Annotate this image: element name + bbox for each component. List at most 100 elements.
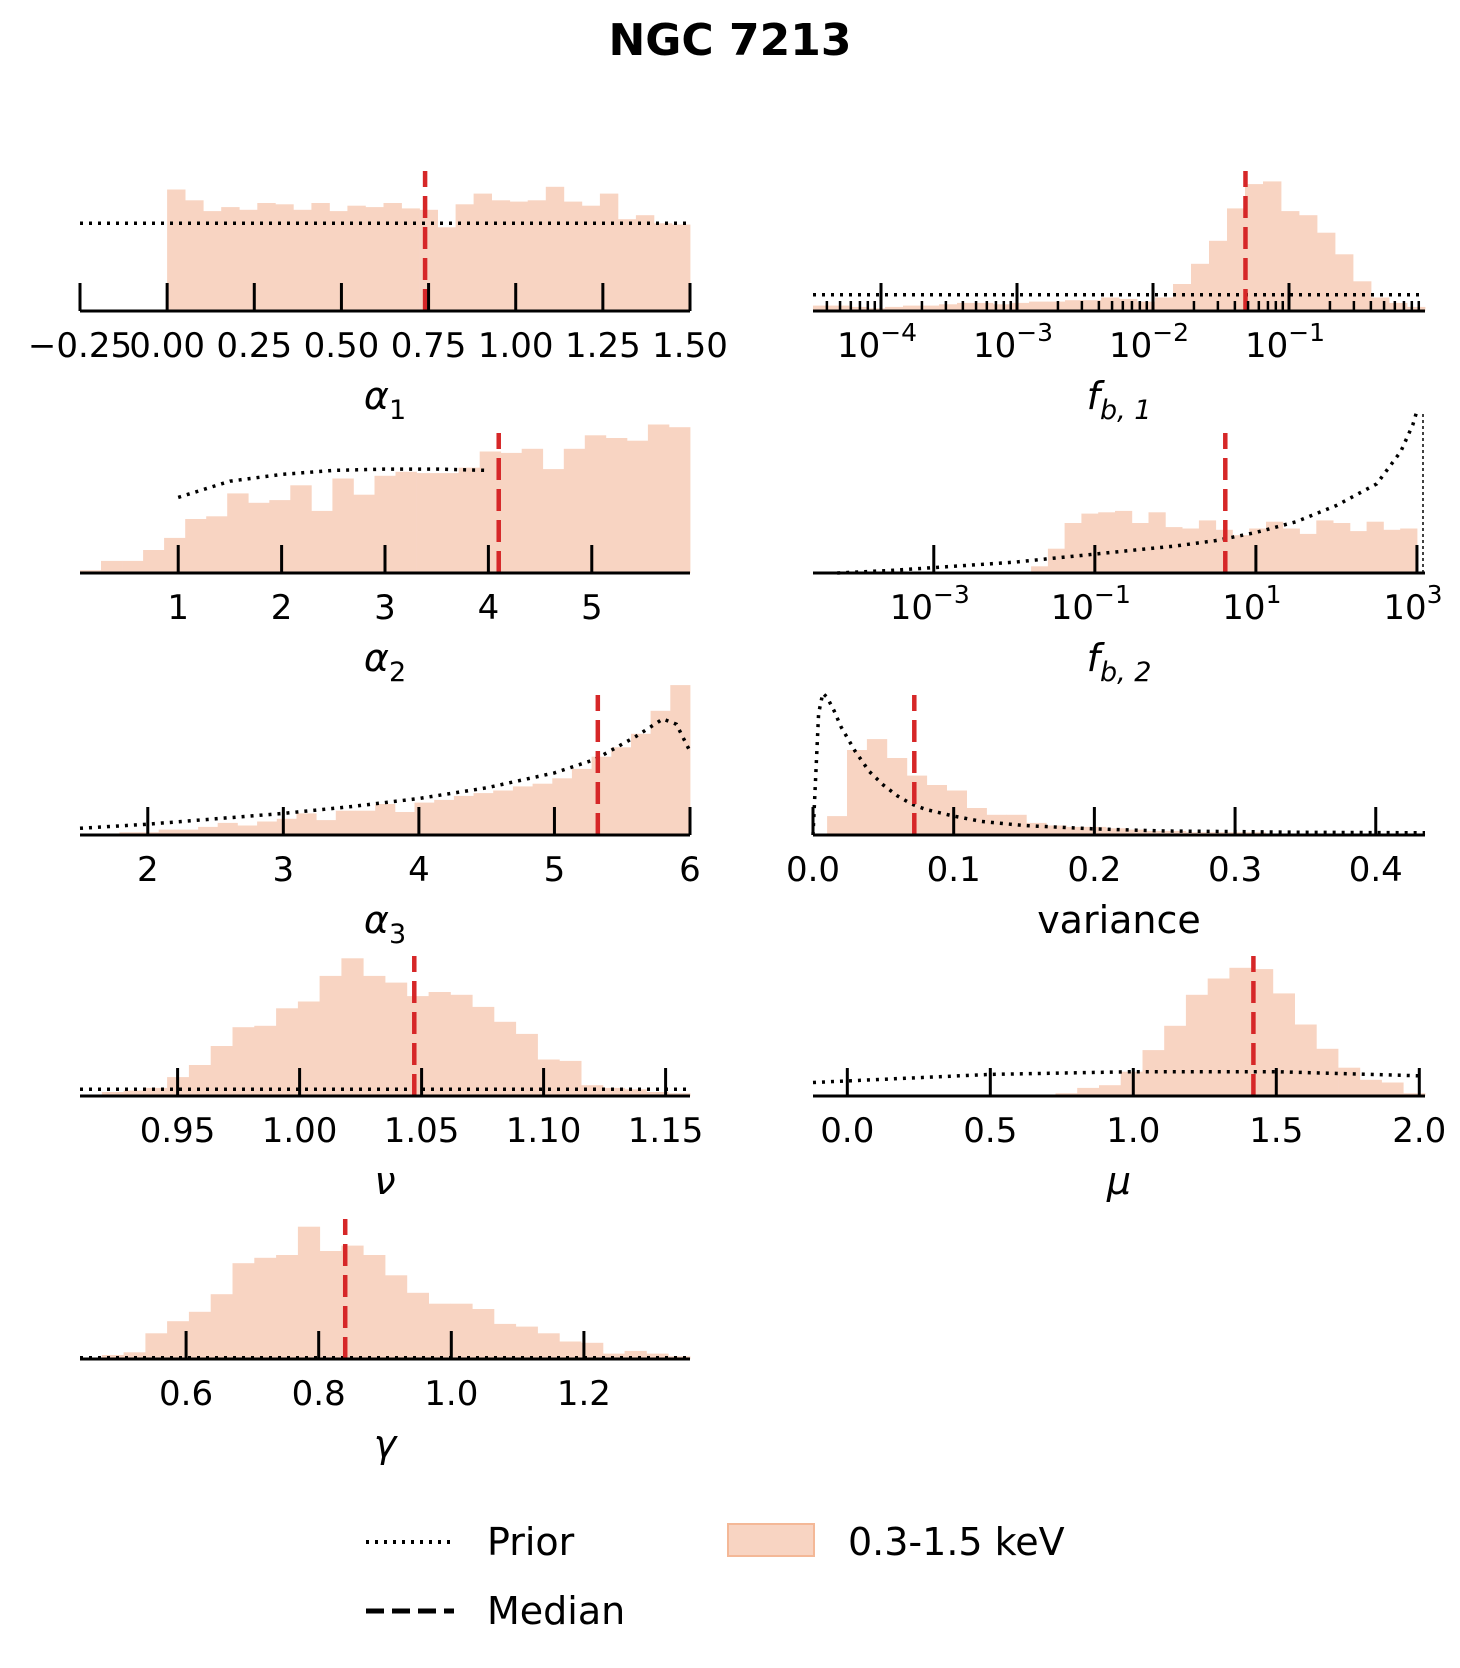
histogram-bar	[332, 478, 354, 573]
histogram-bar	[1232, 535, 1250, 573]
tick-label: 2	[137, 850, 159, 890]
tick-label: 1.5	[1249, 1111, 1303, 1151]
panel-nu: 0.95 1.00 1.05 1.10 1.15 ν	[80, 956, 703, 1203]
histogram-bar	[1106, 828, 1127, 836]
tick-label: 0.0	[786, 850, 840, 890]
histogram-bar	[232, 1263, 255, 1359]
histogram-bar	[1142, 1050, 1165, 1096]
tick-label: 1.50	[652, 326, 728, 366]
tick-label: 10−3	[890, 580, 970, 628]
tick-label: 0.25	[216, 326, 292, 366]
tick-label: 10−1	[1051, 580, 1131, 628]
histogram-bar	[527, 200, 547, 311]
histogram-bar	[450, 1303, 473, 1359]
histogram-bar	[1245, 184, 1264, 311]
histogram-bar	[221, 207, 240, 312]
histogram-bar	[198, 826, 219, 835]
histogram-bar	[966, 808, 987, 835]
histogram-bar	[210, 1294, 233, 1359]
histogram-bar	[1047, 548, 1066, 573]
histogram-bar	[1229, 967, 1252, 1097]
histogram-bar	[257, 203, 276, 311]
histogram-bar	[1317, 232, 1336, 311]
histogram-bar	[515, 1326, 538, 1359]
tick-label-base: 10	[1051, 588, 1094, 628]
histogram-bar	[167, 189, 186, 311]
histogram-bar	[1182, 528, 1200, 574]
histogram-bar	[1359, 1079, 1382, 1096]
histogram-bar	[1249, 528, 1267, 574]
histogram-bar	[1366, 521, 1384, 573]
histogram-bar	[365, 207, 384, 312]
histogram-bar	[254, 1257, 277, 1360]
histogram-bar	[1029, 301, 1048, 312]
panel-gamma: 0.6 0.8 1.0 1.2 γ	[80, 1219, 691, 1466]
histogram-bar	[217, 822, 238, 836]
histogram-bar	[453, 795, 474, 835]
histogram-bar	[383, 203, 402, 311]
histogram-bar	[101, 560, 123, 574]
tick-label: 5	[581, 588, 603, 628]
histogram-bar	[646, 1092, 669, 1096]
panel-alpha3: 2 3 4 5 6α3	[79, 685, 701, 950]
histogram-bar	[297, 1001, 321, 1096]
histogram-bar	[416, 473, 438, 573]
histogram-bar	[1083, 300, 1102, 311]
histogram-bar	[341, 1245, 364, 1359]
histogram-bar	[559, 1341, 582, 1360]
histogram-bar	[473, 793, 494, 835]
prior-curve	[812, 1069, 1420, 1085]
histogram-bar	[1207, 978, 1230, 1096]
histogram-bar	[1251, 969, 1274, 1096]
histogram-bar	[493, 1021, 517, 1097]
histogram-bar	[1077, 1087, 1100, 1096]
histogram-bar	[353, 494, 375, 573]
histogram-bar	[296, 813, 317, 835]
histogram-bar	[1146, 831, 1167, 835]
tick-label: 101	[1222, 580, 1281, 628]
histogram-bar	[926, 785, 947, 835]
histogram-bar	[319, 975, 342, 1097]
histogram-bar	[1389, 302, 1408, 311]
tick-label: 0.4	[1349, 850, 1403, 890]
tick-label: 0.3	[1208, 850, 1262, 890]
tick-label: 103	[1383, 580, 1442, 628]
tick-label: −0.25	[28, 326, 132, 366]
histogram-bar	[1335, 254, 1354, 311]
tick-label-exponent: 3	[1427, 580, 1443, 609]
histogram-bar	[1294, 1024, 1317, 1096]
histogram-bar	[1263, 181, 1282, 311]
histogram-bar	[123, 1352, 146, 1360]
panel-fb1: 10−4 10−3 10−2 10−1fb, 1	[813, 171, 1426, 426]
histogram-bar	[1173, 284, 1192, 311]
histogram-bar	[591, 756, 612, 835]
histogram-bar	[827, 816, 848, 835]
histogram-bar	[617, 219, 637, 311]
histogram-bar	[512, 786, 533, 835]
legend-median-label: Median	[487, 1589, 625, 1633]
histogram-bar	[437, 227, 456, 311]
histogram-bar	[167, 1321, 190, 1359]
histogram-bar	[581, 1342, 604, 1359]
tick-label-exponent: −1	[1094, 580, 1131, 609]
histogram-bar	[581, 205, 601, 311]
tick-label: 2.0	[1392, 1111, 1446, 1151]
histogram-bar	[1282, 528, 1300, 574]
histogram-bar	[1371, 297, 1390, 311]
tick-label-base: 10	[1222, 588, 1265, 628]
histogram-bar	[906, 775, 928, 835]
histogram-bar	[188, 1065, 212, 1097]
histogram-bar	[473, 193, 492, 312]
histogram-bar	[276, 818, 297, 835]
histogram-bar	[269, 500, 291, 573]
histogram-bar	[428, 992, 451, 1096]
histogram-bar	[1333, 523, 1351, 573]
tick-label: 10−1	[1245, 318, 1325, 366]
histogram-bar	[653, 223, 673, 312]
tick-label: 1.0	[424, 1374, 478, 1414]
histogram-bar	[500, 452, 523, 574]
tick-label: 1.2	[557, 1374, 611, 1414]
histogram-bar	[1086, 826, 1107, 835]
histogram-bar	[611, 747, 632, 836]
figure-title: NGC 7213	[608, 15, 851, 66]
